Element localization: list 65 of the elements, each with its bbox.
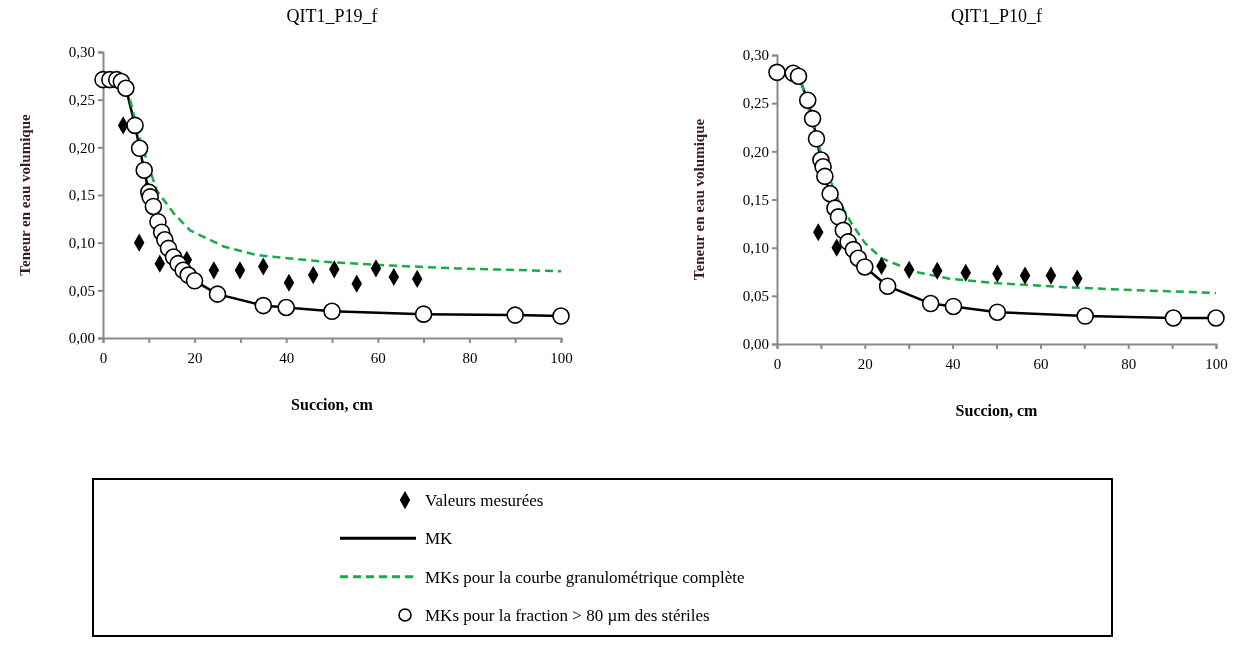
y-tick-label: 0,25 xyxy=(742,95,769,112)
point xyxy=(135,161,154,180)
point xyxy=(768,63,786,82)
legend-label: MKs pour la fraction > 80 µm des stériles xyxy=(425,605,710,625)
point xyxy=(506,306,524,324)
y-tick-label: 0,10 xyxy=(68,234,95,251)
x-tick-label: 100 xyxy=(1205,355,1228,372)
y-tick-label: 0,30 xyxy=(742,47,769,64)
point xyxy=(126,116,144,135)
x-tick-label: 40 xyxy=(279,349,295,366)
point xyxy=(921,294,940,313)
x-axis-title: Succion, cm xyxy=(955,402,1039,419)
point xyxy=(552,307,570,325)
point xyxy=(856,258,874,276)
x-tick-label: 60 xyxy=(370,349,386,366)
point xyxy=(807,130,826,148)
point xyxy=(878,277,897,295)
y-tick-label: 0,15 xyxy=(742,191,769,208)
chart-title: QIT1_P19_f xyxy=(286,6,378,26)
y-tick-label: 0,00 xyxy=(68,330,95,347)
point xyxy=(789,67,808,85)
x-axis-title: Succion, cm xyxy=(291,396,374,413)
x-tick-label: 20 xyxy=(187,349,203,366)
x-tick-label: 40 xyxy=(945,355,961,372)
legend-label: Valeurs mesurées xyxy=(425,491,544,511)
point xyxy=(144,197,163,216)
point xyxy=(816,167,834,186)
point xyxy=(798,91,817,110)
x-tick-label: 80 xyxy=(1121,355,1137,372)
point xyxy=(117,79,135,98)
point xyxy=(130,139,149,158)
point xyxy=(988,303,1007,322)
x-tick-label: 100 xyxy=(550,349,573,366)
point xyxy=(277,298,295,317)
point xyxy=(185,272,204,290)
y-tick-label: 0,20 xyxy=(68,139,95,156)
x-tick-label: 60 xyxy=(1033,355,1049,372)
y-axis-title: Teneur en eau volumique xyxy=(17,114,33,276)
point xyxy=(821,184,839,203)
x-tick-label: 80 xyxy=(462,349,478,366)
point xyxy=(208,285,227,303)
x-tick-label: 20 xyxy=(857,355,873,372)
chart-title: QIT1_P10_f xyxy=(951,6,1042,26)
point xyxy=(254,296,273,315)
point xyxy=(414,305,433,323)
point xyxy=(944,297,963,316)
point xyxy=(1076,307,1094,325)
x-tick-label: 0 xyxy=(773,355,782,372)
y-tick-label: 0,25 xyxy=(68,91,95,108)
y-tick-label: 0,30 xyxy=(68,44,95,61)
y-axis-title: Teneur en eau volumique xyxy=(691,118,707,281)
y-tick-label: 0,15 xyxy=(68,187,95,204)
y-tick-label: 0,00 xyxy=(742,336,769,353)
y-tick-label: 0,20 xyxy=(742,143,769,160)
point xyxy=(803,109,822,128)
point xyxy=(323,302,341,321)
x-tick-label: 0 xyxy=(99,349,108,366)
y-tick-label: 0,10 xyxy=(742,239,769,256)
y-tick-label: 0,05 xyxy=(742,288,769,305)
legend-label: MKs pour la courbe granulométrique complète xyxy=(425,567,745,587)
y-tick-label: 0,05 xyxy=(68,282,95,299)
legend-label: MK xyxy=(425,529,454,549)
point xyxy=(1207,309,1225,327)
point xyxy=(1164,309,1183,327)
point xyxy=(829,208,848,226)
